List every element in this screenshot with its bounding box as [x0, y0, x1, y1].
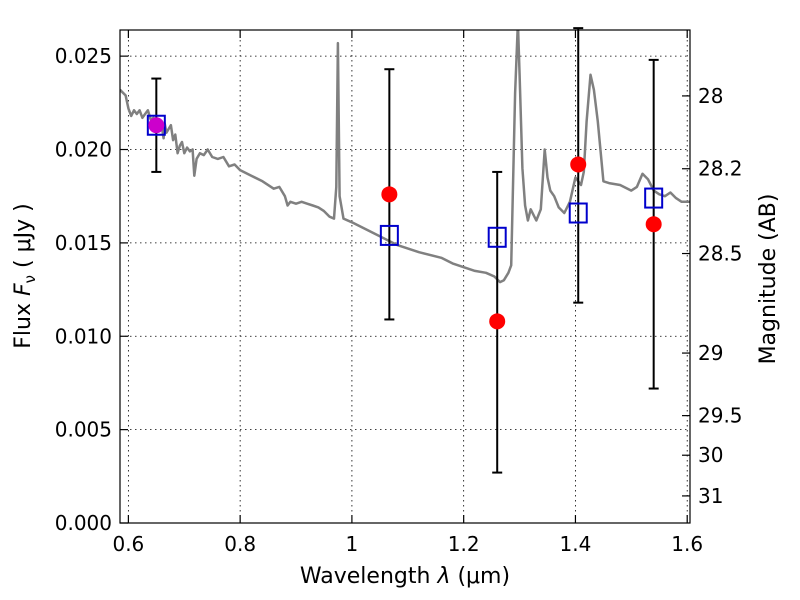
- observed-photometry-points: [148, 117, 662, 330]
- y2-axis-title: Magnitude (AB): [756, 194, 781, 365]
- x-tick-label: 1.4: [560, 532, 592, 556]
- observed-point: [489, 313, 506, 330]
- x-tick-label: 1: [346, 532, 359, 556]
- model-square-point: [379, 224, 399, 246]
- model-photometry-squares: [146, 114, 664, 248]
- x-tick-label: 1.6: [671, 532, 703, 556]
- observed-point: [570, 156, 587, 173]
- spectrum-line: [120, 30, 690, 284]
- y-tick-label: 0.020: [55, 138, 112, 162]
- observed-point: [645, 216, 662, 233]
- tick-labels: 0.6 0.8 1 1.2 1.4 1.6 0.000 0.005 0.010 0.015 0.02…: [55, 44, 743, 556]
- plot-frame: [119, 29, 691, 524]
- y2-tick-label: 28: [698, 84, 723, 108]
- model-square-point: [146, 114, 166, 136]
- axis-ticks: [120, 30, 690, 524]
- y-axis-title: Flux Fν ( μJy ): [11, 203, 39, 348]
- spectrum-series: [120, 30, 690, 284]
- model-square-point: [568, 202, 588, 224]
- model-square-point: [644, 187, 664, 209]
- x-tick-label: 0.8: [224, 532, 256, 556]
- y2-tick-label: 29.5: [698, 404, 743, 428]
- y-tick-label: 0.000: [55, 511, 112, 535]
- y-tick-label: 0.005: [55, 418, 112, 442]
- y2-tick-label: 28.5: [698, 242, 743, 266]
- y-tick-label: 0.025: [55, 44, 112, 68]
- x-axis-title: Wavelength λ (μm): [300, 564, 510, 589]
- y-tick-label: 0.015: [55, 231, 112, 255]
- model-square-point: [487, 226, 507, 248]
- observed-point: [381, 186, 398, 203]
- x-tick-label: 0.6: [112, 532, 144, 556]
- observed-point: [148, 117, 165, 134]
- x-tick-label: 1.2: [448, 532, 480, 556]
- y-tick-label: 0.010: [55, 324, 112, 348]
- y2-tick-label: 31: [698, 484, 723, 508]
- y2-tick-label: 29: [698, 341, 723, 365]
- y2-tick-label: 28.2: [698, 157, 743, 181]
- y2-tick-label: 30: [698, 443, 723, 467]
- grid: [120, 30, 690, 524]
- error-bars: [151, 27, 659, 474]
